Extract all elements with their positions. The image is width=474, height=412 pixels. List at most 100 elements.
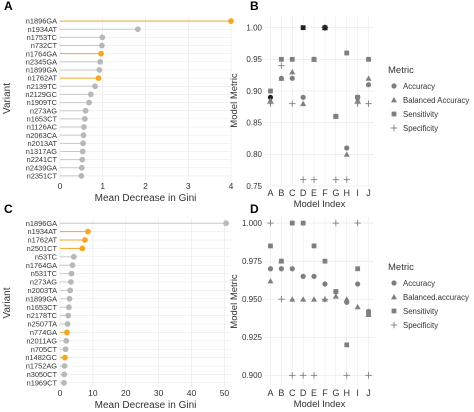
x-tick-label: 40 bbox=[187, 388, 197, 398]
legend-label: Accuracy bbox=[403, 82, 435, 91]
data-point-square bbox=[333, 289, 339, 295]
variant-tick-label: n1764GA bbox=[26, 49, 57, 58]
x-tick-label: A bbox=[267, 388, 273, 398]
variant-tick-label: n1752AG bbox=[26, 362, 57, 371]
variant-tick-label: n1653CT bbox=[27, 114, 58, 123]
variant-tick-label: n2011AG bbox=[26, 336, 57, 345]
data-point-square bbox=[300, 25, 306, 31]
data-point-triangle bbox=[267, 277, 274, 284]
lollipop-point bbox=[66, 295, 73, 302]
lollipop-point bbox=[134, 26, 141, 33]
data-point-triangle bbox=[354, 97, 361, 103]
variant-tick-label: n2013AT bbox=[28, 139, 58, 148]
data-point-square bbox=[366, 312, 371, 317]
data-point-circle bbox=[355, 281, 361, 287]
data-point-plus bbox=[267, 100, 274, 107]
y-tick-label: 1.000 bbox=[242, 219, 263, 228]
data-point-square bbox=[289, 220, 295, 226]
data-point-triangle bbox=[332, 293, 339, 299]
data-point-plus bbox=[321, 296, 329, 303]
data-point-plus bbox=[332, 219, 340, 227]
legend-label: Sensitivity bbox=[403, 307, 438, 316]
x-tick-label: E bbox=[311, 188, 317, 198]
variant-tick-label: n1317AG bbox=[26, 147, 57, 156]
data-point-plus bbox=[310, 176, 318, 183]
variant-tick-label: n2178TC bbox=[27, 311, 58, 320]
y-tick-label: 0.925 bbox=[242, 333, 263, 342]
lollipop-point bbox=[92, 83, 98, 90]
data-point-triangle bbox=[289, 69, 296, 75]
data-point-triangle bbox=[300, 296, 307, 302]
y-axis-title: Variant bbox=[2, 287, 13, 318]
data-point-square bbox=[300, 220, 306, 226]
variant-tick-label: n1764GA bbox=[26, 261, 57, 270]
data-point-plus bbox=[289, 100, 296, 107]
data-point-square bbox=[278, 258, 284, 264]
data-point-plus bbox=[310, 372, 318, 379]
data-point-circle bbox=[289, 75, 295, 81]
legend-label: Sensitivity bbox=[403, 110, 438, 119]
legend-label: Specificity bbox=[403, 124, 438, 133]
lollipop-point bbox=[81, 124, 87, 130]
data-point-triangle bbox=[354, 303, 361, 310]
lollipop-point bbox=[67, 287, 74, 294]
x-tick-label: 2 bbox=[143, 181, 148, 191]
data-point-square bbox=[355, 94, 361, 100]
variant-tick-label: n732CT bbox=[31, 41, 58, 50]
lollipop-point bbox=[64, 329, 70, 336]
variant-tick-label: n1899GA bbox=[26, 294, 57, 303]
data-point-triangle bbox=[278, 75, 285, 81]
lollipop-point bbox=[64, 321, 71, 327]
variant-tick-label: n1653CT bbox=[27, 303, 58, 312]
x-tick-label: 1 bbox=[100, 181, 105, 191]
variant-tick-label: n774GA bbox=[30, 328, 57, 337]
x-tick-label: H bbox=[344, 188, 351, 198]
x-tick-label: B bbox=[278, 388, 284, 398]
y-axis-title: Variant bbox=[2, 83, 13, 114]
variant-tick-label: n2439GA bbox=[26, 163, 57, 172]
lollipop-point bbox=[96, 67, 103, 73]
lollipop-point bbox=[65, 312, 72, 319]
panel-letter: C bbox=[4, 202, 13, 216]
x-tick-label: D bbox=[300, 388, 307, 398]
legend-marker-circle bbox=[391, 280, 397, 286]
variant-tick-label: n1934AT bbox=[28, 227, 58, 236]
lollipop-point bbox=[78, 173, 85, 179]
x-tick-label: D bbox=[300, 188, 307, 198]
y-tick-label: 0.900 bbox=[242, 371, 263, 380]
lollipop-point bbox=[98, 50, 104, 57]
lollipop-point bbox=[61, 363, 68, 369]
variant-tick-label: n2129GC bbox=[25, 90, 57, 99]
y-tick-label: 0.90 bbox=[246, 87, 262, 96]
y-tick-label: 1.00 bbox=[246, 23, 262, 32]
variant-tick-label: n2063CA bbox=[26, 131, 57, 140]
panel-b: B0.750.800.850.900.951.00A B C D E F G H I JModel… bbox=[229, 0, 469, 210]
data-point-plus bbox=[299, 372, 307, 379]
lollipop-point bbox=[69, 262, 76, 269]
variant-tick-label: n1896GA bbox=[26, 17, 57, 26]
lollipop-point bbox=[82, 237, 88, 243]
variant-tick-label: n53TC bbox=[35, 252, 58, 261]
lollipop-point bbox=[99, 34, 106, 41]
x-tick-label: C bbox=[289, 388, 296, 398]
lollipop-point bbox=[80, 140, 86, 147]
variant-tick-label: n1969CT bbox=[27, 378, 58, 387]
panel-letter: D bbox=[250, 202, 259, 216]
variant-tick-label: n2501CT bbox=[27, 244, 58, 253]
x-tick-label: 0 bbox=[58, 181, 63, 191]
x-tick-label: F bbox=[322, 388, 328, 398]
data-point-square bbox=[366, 56, 371, 62]
x-tick-label: I bbox=[356, 388, 359, 398]
variant-tick-label: n2003TA bbox=[28, 286, 58, 295]
variant-tick-label: n1126AC bbox=[27, 123, 58, 132]
x-tick-label: 0 bbox=[58, 388, 63, 398]
data-point-triangle bbox=[267, 97, 274, 103]
y-tick-label: 0.85 bbox=[246, 118, 262, 127]
legend-marker-triangle bbox=[391, 97, 397, 103]
y-axis-title: Model Metric bbox=[229, 73, 240, 128]
x-tick-label: B bbox=[278, 188, 284, 198]
variant-tick-label: n2139TC bbox=[27, 82, 58, 91]
x-tick-label: C bbox=[289, 188, 296, 198]
data-point-plus bbox=[278, 62, 285, 69]
